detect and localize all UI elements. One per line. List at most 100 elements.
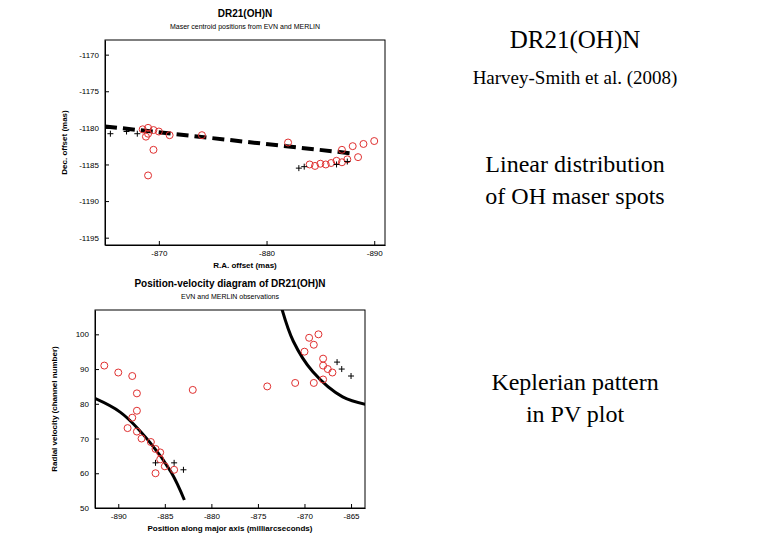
x-tick-mark	[258, 504, 259, 508]
y-tick: 70	[80, 435, 99, 444]
point-circle	[306, 334, 313, 341]
y-axis-title: Dec. offset (mas)	[60, 110, 69, 175]
point-circle	[264, 383, 271, 390]
point-circle	[320, 376, 327, 383]
y-tick-mark	[95, 334, 99, 335]
y-axis-title: Radial velocity (channel number)	[50, 346, 59, 472]
y-axis: 50 60 70 80 90 100	[76, 311, 99, 514]
point-circle	[324, 366, 331, 373]
y-tick-mark	[95, 473, 99, 474]
point-circle	[355, 154, 362, 161]
fit-line	[105, 126, 353, 153]
x-tick-label: -870	[297, 512, 314, 521]
y-tick-mark	[105, 238, 109, 239]
point-circle	[189, 386, 196, 393]
point-circle	[285, 139, 292, 146]
y-tick-mark	[95, 508, 99, 509]
point-plus	[124, 129, 130, 135]
point-plus	[339, 366, 345, 372]
point-circle	[133, 390, 140, 397]
y-tick-label: 70	[80, 435, 89, 444]
x-tick: -875	[250, 504, 267, 521]
point-circle	[138, 435, 145, 442]
point-circle	[161, 463, 168, 470]
x-tick: -865	[344, 504, 361, 521]
point-circle	[310, 379, 317, 386]
point-circle	[310, 341, 317, 348]
point-plus	[180, 467, 186, 473]
x-axis: -890 -885 -880 -875 -870 -865	[96, 504, 366, 521]
point-circle	[171, 466, 178, 473]
point-circle	[157, 456, 164, 463]
y-axis-line	[105, 41, 106, 246]
point-plus	[153, 460, 159, 466]
x-tick-label: -885	[157, 512, 174, 521]
y-axis: -1170-1175-1180-1185-1190-1195	[79, 41, 109, 246]
y-tick-mark	[105, 164, 109, 165]
x-tick: -890	[367, 241, 384, 258]
y-tick-mark	[105, 55, 109, 56]
slide-annotation: Keplerian pattern	[491, 369, 658, 395]
x-tick-label: -890	[367, 249, 384, 258]
point-plus	[171, 460, 177, 466]
point-circle	[320, 362, 327, 369]
x-tick-mark	[304, 504, 305, 508]
point-circle	[360, 140, 367, 147]
point-circle	[198, 132, 205, 139]
y-tick-label: -1190	[79, 197, 99, 206]
point-circle	[152, 445, 159, 452]
y-tick: 60	[80, 469, 99, 478]
x-tick-label: -880	[259, 249, 276, 258]
y-tick-label: 60	[80, 469, 89, 478]
point-circle	[147, 439, 154, 446]
x-tick: -880	[259, 241, 276, 258]
point-plus	[296, 165, 302, 171]
y-tick-label: 80	[80, 400, 89, 409]
x-tick-label: -865	[344, 512, 361, 521]
point-circle	[129, 373, 136, 380]
y-tick-label: 50	[80, 504, 89, 513]
x-tick: -880	[204, 504, 221, 521]
point-circle	[301, 348, 308, 355]
point-plus	[134, 131, 140, 137]
keplerian-curve	[95, 394, 184, 500]
point-circle	[157, 449, 164, 456]
point-circle	[142, 133, 149, 140]
y-axis-line	[95, 311, 96, 509]
point-circle	[315, 331, 322, 338]
point-circle	[371, 138, 378, 145]
plot-frame	[105, 40, 385, 245]
x-tick: -885	[157, 504, 174, 521]
plot-frame	[95, 310, 365, 508]
y-tick-mark	[95, 369, 99, 370]
x-axis-line	[106, 245, 386, 246]
y-tick: 50	[80, 504, 99, 513]
point-plus	[334, 161, 340, 167]
x-tick-mark	[351, 504, 352, 508]
point-circle	[292, 379, 299, 386]
point-circle	[133, 407, 140, 414]
y-tick: 100	[76, 330, 99, 339]
x-axis: -870-880-890	[106, 241, 386, 258]
slide-annotation: in PV plot	[526, 401, 625, 427]
point-plus	[107, 131, 113, 137]
y-tick-mark	[105, 91, 109, 92]
point-circle	[124, 425, 131, 432]
x-tick-mark	[267, 241, 268, 245]
chart-subtitle: Maser centroid positions from EVN and ME…	[170, 23, 320, 31]
y-tick-label: 90	[80, 365, 89, 374]
point-circle	[115, 369, 122, 376]
y-tick-mark	[95, 439, 99, 440]
slide-annotation: Linear distribution	[485, 151, 664, 177]
plot-area	[105, 124, 378, 179]
keplerian-curve	[281, 310, 365, 407]
slide-annotation: of OH maser spots	[485, 183, 664, 209]
point-circle	[329, 369, 336, 376]
x-tick-label: -890	[111, 512, 128, 521]
y-tick-label: -1180	[79, 124, 99, 133]
x-tick-label: -875	[250, 512, 267, 521]
y-tick-label: -1185	[79, 161, 99, 170]
x-axis-title: Position along major axis (milliarcsecon…	[148, 524, 313, 533]
point-circle	[155, 128, 162, 135]
point-circle	[152, 470, 159, 477]
